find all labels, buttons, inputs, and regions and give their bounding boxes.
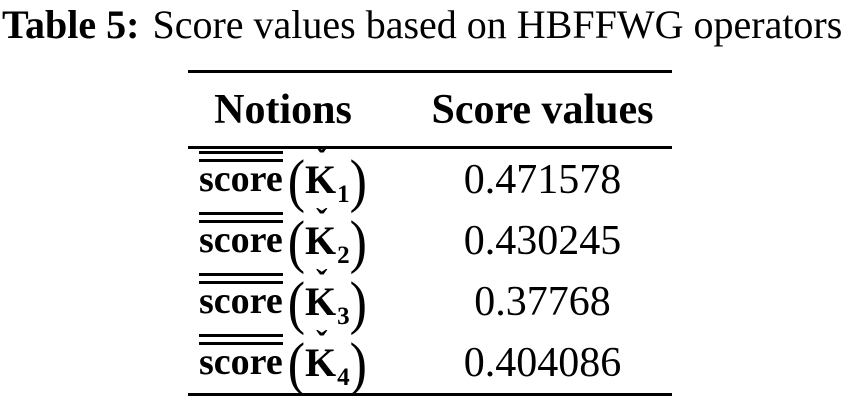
left-paren: ( [287, 331, 306, 398]
right-paren: ) [349, 148, 367, 215]
score-double-overline: score [199, 151, 283, 198]
score-value: 0.471578 [463, 156, 622, 203]
table-row: score(ˇ K1) 0.471578 [188, 144, 672, 211]
caron-accent: ˇ [316, 264, 328, 302]
caption-label: Table 5: [2, 2, 140, 47]
caron-accent: ˇ [316, 325, 328, 363]
header-score-values: Score values [431, 86, 654, 133]
symbol-subscript: 1 [337, 181, 350, 208]
table-row: score(ˇ K3) 0.37768 [188, 266, 672, 333]
caron-accent: ˇ [316, 203, 328, 241]
score-double-overline: score [199, 212, 283, 259]
table-row: score(ˇ K4) 0.404086 [188, 327, 672, 394]
score-table: Notions Score values score(ˇ K1) 0.471578… [188, 70, 672, 396]
table-header-row: Notions Score values [188, 73, 672, 146]
header-rule [188, 146, 672, 149]
left-paren: ( [287, 209, 306, 276]
right-paren: ) [349, 270, 367, 337]
notion-cell: score(ˇ K1) [188, 144, 378, 211]
header-notions: Notions [214, 86, 352, 133]
score-double-overline: score [199, 273, 283, 320]
caption-text: Score values based on HBFFWG operators [152, 2, 843, 47]
k-symbol: ˇ K2 [305, 205, 350, 269]
notion-cell: score(ˇ K4) [188, 327, 378, 394]
symbol-letter: K [305, 340, 337, 385]
top-rule [188, 70, 672, 73]
symbol-letter: K [305, 218, 337, 263]
bottom-rule [188, 393, 672, 396]
score-value: 0.430245 [463, 217, 622, 264]
notion-cell: score(ˇ K3) [188, 266, 378, 333]
score-value: 0.404086 [463, 339, 622, 386]
symbol-letter: K [305, 279, 337, 324]
symbol-letter: K [305, 157, 337, 202]
notion-cell: score(ˇ K2) [188, 205, 378, 272]
k-symbol: ˇ K1 [305, 144, 350, 208]
k-symbol: ˇ K4 [305, 327, 350, 391]
right-paren: ) [349, 209, 367, 276]
symbol-subscript: 4 [337, 364, 350, 391]
left-paren: ( [287, 148, 306, 215]
symbol-subscript: 2 [337, 242, 350, 269]
k-symbol: ˇ K3 [305, 266, 350, 330]
score-value: 0.37768 [474, 278, 611, 325]
table-row: score(ˇ K2) 0.430245 [188, 205, 672, 272]
table-body: score(ˇ K1) 0.471578 score(ˇ K2) 0.430245 … [188, 144, 672, 394]
left-paren: ( [287, 270, 306, 337]
right-paren: ) [349, 331, 367, 398]
caron-accent: ˇ [316, 142, 328, 180]
score-double-overline: score [199, 334, 283, 381]
symbol-subscript: 3 [337, 303, 350, 330]
table-caption: Table 5: Score values based on HBFFWG ope… [2, 2, 842, 48]
